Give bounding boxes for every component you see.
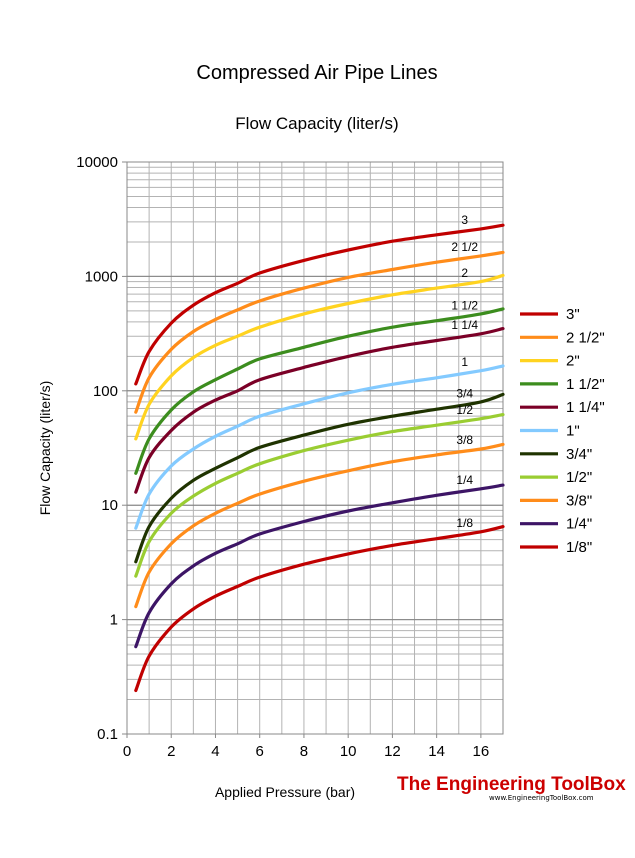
series-line-0	[134, 223, 505, 386]
series-line-8	[134, 442, 505, 609]
legend: 3" 2 1/2" 2" 1 1/2" 1 1/4" 1" 3/4" 1/2" 3/8" 1/4"…	[520, 306, 605, 556]
legend-entry: 1/8"	[566, 539, 592, 556]
curve-labels: 3 2 1/2 2 1 1/2 1 1/4 1 3/4 1/2 3/8 1/4 1/8	[451, 213, 478, 530]
x-tick-label: 10	[340, 743, 357, 760]
series-line-6	[134, 392, 505, 564]
x-tick-label: 14	[428, 743, 445, 760]
curve-label: 3	[461, 213, 468, 227]
legend-entry: 1 1/2"	[566, 376, 605, 393]
series-line-4	[134, 327, 505, 494]
y-tick-label: 1000	[85, 268, 118, 285]
legend-entry: 1"	[566, 423, 580, 440]
curve-label: 2	[461, 266, 468, 280]
x-tick-labels: 0 2 4 6 8 10 12 14 16	[123, 734, 489, 760]
y-tick-label: 0.1	[97, 726, 118, 743]
y-axis-label: Flow Capacity (liter/s)	[37, 381, 53, 516]
legend-entry: 1/2"	[566, 469, 592, 486]
series-line-9	[134, 483, 505, 649]
series-lines	[134, 223, 505, 693]
curve-label: 2 1/2	[451, 240, 478, 254]
series-line-2	[134, 273, 505, 441]
series-line-3	[134, 307, 505, 475]
legend-entry: 1 1/4"	[566, 399, 605, 416]
legend-entry: 2 1/2"	[566, 329, 605, 346]
y-tick-label: 100	[93, 383, 118, 400]
plot-border	[126, 161, 504, 735]
brand-url: www.EngineeringToolBox.com	[489, 794, 594, 802]
curve-label: 1/8	[456, 516, 473, 530]
series-line-7	[134, 413, 505, 578]
grid-lines	[127, 161, 503, 734]
curve-label: 1 1/4	[451, 318, 478, 332]
curve-label: 1/4	[456, 473, 473, 487]
series-line-1	[134, 250, 505, 414]
y-tick-labels: 0.1 1 10 100 1000 10000	[76, 154, 127, 743]
curve-label: 3/4	[456, 387, 473, 401]
legend-entry: 1/4"	[566, 516, 592, 533]
curve-label: 1/2	[456, 403, 473, 417]
x-tick-label: 4	[211, 743, 219, 760]
curve-label: 1	[461, 355, 468, 369]
legend-entry: 3/8"	[566, 492, 592, 509]
x-axis-label: Applied Pressure (bar)	[215, 784, 355, 800]
series-line-10	[134, 525, 505, 693]
x-tick-label: 6	[256, 743, 264, 760]
x-tick-label: 16	[473, 743, 490, 760]
legend-entry: 3/4"	[566, 446, 592, 463]
x-tick-label: 0	[123, 743, 131, 760]
brand-logo: The Engineering ToolBox www.EngineeringT…	[397, 774, 626, 802]
chart-subtitle: Flow Capacity (liter/s)	[235, 114, 398, 133]
chart-title: Compressed Air Pipe Lines	[196, 62, 437, 84]
curve-label: 3/8	[456, 433, 473, 447]
x-tick-label: 12	[384, 743, 401, 760]
x-tick-label: 2	[167, 743, 175, 760]
y-tick-label: 10000	[76, 154, 118, 171]
brand-name: The Engineering ToolBox	[397, 774, 626, 795]
series-line-5	[134, 364, 505, 530]
x-tick-label: 8	[300, 743, 308, 760]
y-tick-label: 1	[110, 612, 118, 629]
legend-entry: 2"	[566, 353, 580, 370]
y-tick-label: 10	[101, 497, 118, 514]
legend-entry: 3"	[566, 306, 580, 323]
curve-label: 1 1/2	[451, 298, 478, 312]
